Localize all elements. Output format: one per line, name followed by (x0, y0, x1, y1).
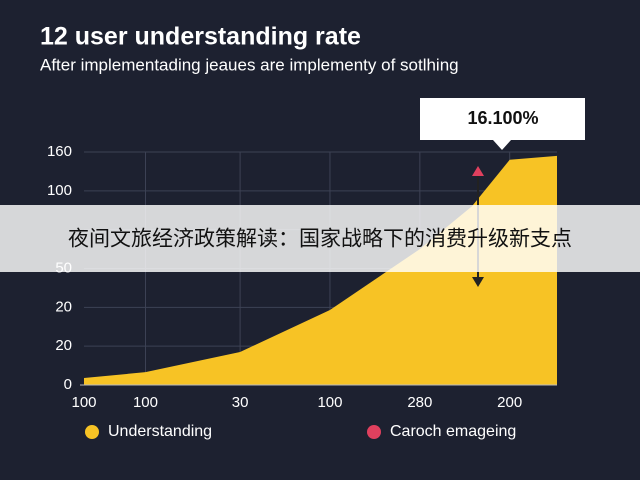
x-tick-label: 200 (497, 394, 522, 411)
y-tick-label: 0 (64, 376, 72, 393)
y-tick-label: 100 (47, 182, 72, 199)
banner (0, 205, 640, 272)
chart-subtitle: After implementading jeaues are implemen… (40, 55, 459, 74)
banner-text: 夜间文旅经济政策解读：国家战略下的消费升级新支点 (68, 228, 572, 251)
area (84, 155, 557, 385)
y-tick-label: 20 (55, 337, 72, 354)
x-tick-label: 100 (317, 394, 342, 411)
legend: Understanding Caroch emageing (85, 423, 516, 440)
chart-title: 12 user understanding rate (40, 23, 361, 51)
annotation-text: 16.100% (467, 108, 538, 128)
y-tick-label: 160 (47, 143, 72, 160)
y-tick-label: 20 (55, 298, 72, 315)
legend-label: Caroch emageing (390, 423, 516, 440)
x-tick-label: 30 (232, 394, 249, 411)
legend-marker (367, 425, 381, 439)
legend-label: Understanding (108, 423, 212, 440)
arrow-head-up (472, 166, 484, 176)
x-tick-label: 100 (71, 394, 96, 411)
arrow-head-down (472, 277, 484, 287)
x-tick-label: 100 (133, 394, 158, 411)
annotation-box (420, 98, 585, 140)
legend-marker (85, 425, 99, 439)
x-tick-label: 280 (407, 394, 432, 411)
annotation-pointer (493, 140, 511, 150)
